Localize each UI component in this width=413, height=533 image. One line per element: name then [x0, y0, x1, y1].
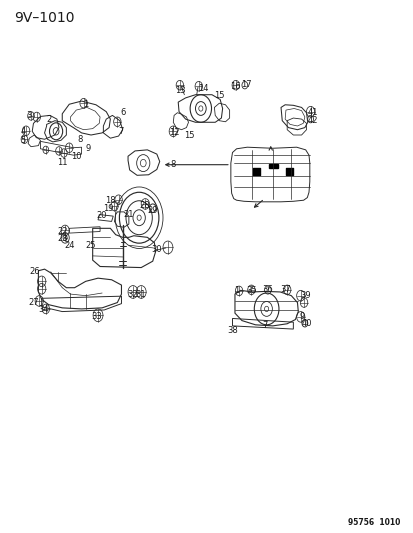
Text: 8: 8: [78, 135, 83, 144]
Text: 37: 37: [280, 285, 291, 294]
Polygon shape: [268, 164, 277, 168]
Text: 24: 24: [64, 241, 74, 250]
Text: 32: 32: [126, 289, 137, 298]
Text: 9V–1010: 9V–1010: [14, 11, 74, 26]
Text: 12: 12: [169, 128, 179, 137]
Text: 39: 39: [300, 291, 310, 300]
Text: 14: 14: [197, 84, 208, 93]
Text: 35: 35: [245, 286, 256, 295]
Text: 9: 9: [299, 312, 304, 321]
Text: 13: 13: [175, 86, 185, 95]
Text: 7: 7: [118, 127, 123, 136]
Text: 18: 18: [105, 196, 116, 205]
Text: 21: 21: [123, 210, 134, 219]
Text: 42: 42: [307, 116, 318, 125]
Text: 22: 22: [57, 227, 67, 236]
Text: 26: 26: [29, 268, 40, 276]
Text: 25: 25: [85, 241, 96, 250]
Text: 34: 34: [38, 305, 49, 314]
Text: 41: 41: [307, 108, 318, 117]
Text: 38: 38: [227, 326, 238, 335]
Text: 23: 23: [57, 235, 67, 244]
Text: 7: 7: [261, 321, 267, 330]
Text: 40: 40: [301, 319, 311, 328]
Text: 6: 6: [120, 108, 125, 117]
Text: 1: 1: [83, 100, 88, 109]
Text: 2: 2: [46, 115, 51, 124]
Text: 29: 29: [147, 206, 158, 215]
Text: 20: 20: [97, 211, 107, 220]
Text: 31: 31: [135, 289, 145, 298]
Text: 11: 11: [57, 158, 67, 166]
Text: 16: 16: [229, 82, 240, 91]
Text: 4: 4: [20, 127, 25, 136]
Text: 5: 5: [20, 136, 25, 145]
Text: 27: 27: [28, 298, 39, 307]
Text: 36: 36: [262, 285, 273, 294]
Text: 15: 15: [184, 131, 195, 140]
Text: 95756  1010: 95756 1010: [347, 518, 399, 527]
Text: 19: 19: [103, 204, 113, 213]
Text: 1: 1: [233, 286, 239, 295]
Text: 15: 15: [214, 91, 224, 100]
Text: 9: 9: [86, 144, 91, 153]
Text: 28: 28: [139, 201, 150, 210]
Text: 17: 17: [240, 80, 251, 89]
Text: 8: 8: [170, 160, 176, 169]
Text: 3: 3: [26, 111, 32, 120]
Text: 33: 33: [91, 312, 102, 321]
Text: 30: 30: [151, 245, 162, 254]
Text: 10: 10: [71, 152, 81, 161]
